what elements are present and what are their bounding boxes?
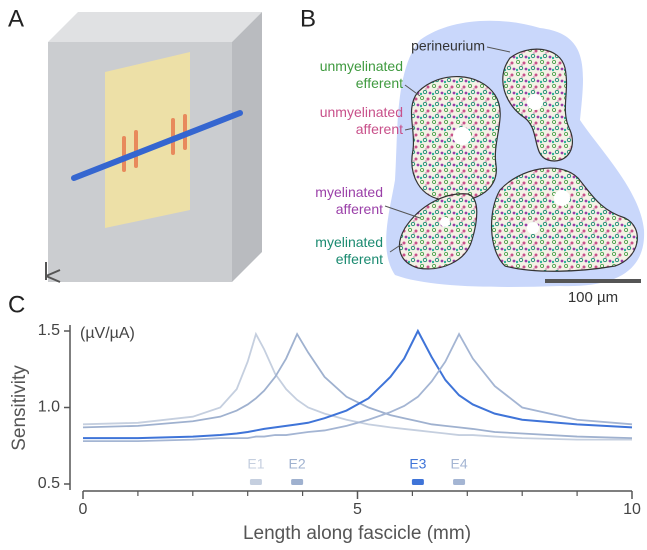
panel-a-illustration — [45, 12, 262, 283]
annotation: afferent — [336, 201, 383, 217]
sensitivity-line — [83, 328, 633, 440]
annotation: perineurium — [411, 38, 485, 54]
sensitivity-line — [82, 331, 632, 441]
annotation: efferent — [356, 75, 403, 91]
panel-label: B — [300, 5, 316, 32]
electrode-contacts — [122, 114, 187, 172]
electrode-label: E3 — [409, 456, 426, 472]
annotation: unmyelinated — [320, 104, 403, 120]
y-axis-title: Sensitivity — [9, 365, 30, 451]
annotation: myelinated — [315, 184, 383, 200]
sensitivity-line — [83, 332, 633, 443]
annotation: unmyelinated — [320, 58, 403, 74]
fascicle — [398, 193, 478, 270]
annotation: afferent — [356, 121, 403, 137]
electrode-label: E1 — [247, 456, 264, 472]
y-tick-label: 1.5 — [38, 322, 60, 339]
x-tick-label: 10 — [623, 501, 641, 518]
scale-bar-label: 100 µm — [568, 289, 618, 306]
y-unit: (µV/µA) — [80, 325, 135, 342]
y-tick-label: 1.0 — [38, 399, 60, 416]
annotation: efferent — [336, 251, 383, 267]
x-tick-label: 0 — [79, 501, 88, 518]
x-tick-label: 5 — [353, 501, 362, 518]
electrode-marker — [249, 479, 262, 485]
y-tick-label: 0.5 — [38, 475, 60, 492]
electrode-label: E2 — [289, 456, 306, 472]
block-side — [232, 12, 262, 282]
electrode-marker — [411, 479, 424, 485]
fascicle-rod — [71, 110, 243, 181]
x-axis-title: Length along fascicle (mm) — [243, 523, 471, 544]
fascicle — [491, 167, 638, 272]
electrode-marker — [291, 479, 304, 485]
electrode-substrate — [105, 52, 190, 228]
axes-glyph — [45, 262, 61, 283]
panel-b-illustration: 100 µm — [384, 20, 645, 306]
block-top — [48, 12, 262, 42]
sensitivity-line — [82, 332, 633, 439]
electrode-marker — [453, 479, 466, 485]
leader-lines — [384, 46, 511, 253]
annotation: myelinated — [315, 234, 383, 250]
panel-label: C — [8, 291, 25, 318]
panel-label: A — [8, 5, 24, 32]
electrode-label: E4 — [451, 456, 468, 472]
